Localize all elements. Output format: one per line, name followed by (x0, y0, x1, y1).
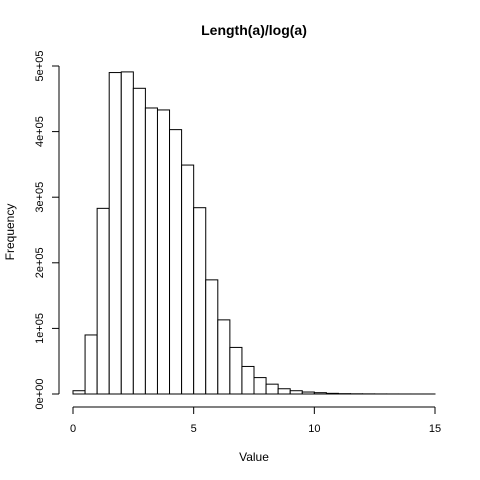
y-axis: 0e+00 1e+05 2e+05 3e+05 4e+05 5e+05 (34, 51, 60, 410)
chart-title: Length(a)/log(a) (201, 22, 307, 38)
histogram-bar (313, 392, 327, 395)
histogram-bar (96, 207, 110, 395)
histogram-bar (156, 109, 171, 395)
histogram-bar (205, 279, 219, 395)
histogram-bar (144, 107, 158, 395)
histogram-bar (108, 72, 122, 395)
y-tick-label: 0e+00 (34, 379, 46, 410)
histogram-bar (301, 391, 315, 395)
histogram-bar (193, 207, 207, 395)
histogram-bar (217, 319, 231, 395)
x-tick-label: 5 (191, 423, 197, 435)
x-axis-label: Value (239, 450, 269, 464)
histogram-bar (277, 388, 291, 395)
histogram-bar (229, 346, 243, 395)
x-tick-label: 10 (308, 423, 320, 435)
x-axis: 0 5 10 15 (70, 406, 441, 435)
histogram-bar (120, 71, 134, 395)
histogram-bar (325, 392, 339, 395)
histogram-bar (241, 365, 255, 395)
y-tick-label: 5e+05 (34, 51, 46, 82)
histogram-bar (265, 383, 279, 395)
histogram-bar (132, 87, 146, 395)
y-tick-label: 1e+05 (34, 313, 46, 344)
y-tick-label: 4e+05 (34, 116, 46, 147)
histogram-bar (84, 334, 98, 395)
histogram-bar (289, 390, 303, 395)
histogram-bar (169, 129, 183, 395)
y-axis-label: Frequency (3, 204, 17, 261)
histogram-bar (253, 377, 267, 395)
x-tick-label: 15 (429, 423, 441, 435)
y-tick-label: 3e+05 (34, 182, 46, 213)
x-tick-label: 0 (70, 423, 76, 435)
histogram-bar (72, 390, 86, 395)
histogram-bar (181, 164, 195, 395)
bars-group (72, 71, 436, 395)
y-tick-label: 2e+05 (34, 247, 46, 278)
